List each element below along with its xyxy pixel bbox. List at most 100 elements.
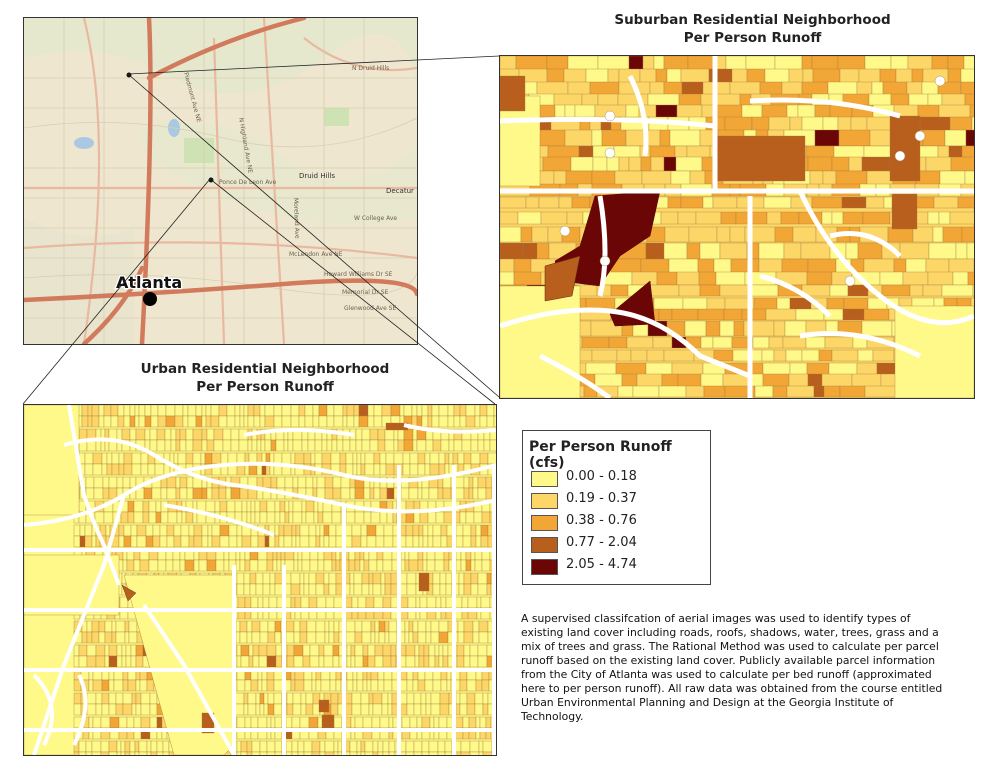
parcel [246,620,253,633]
parcel [881,284,911,297]
parcel [723,308,743,321]
parcel [175,428,181,441]
parcel [370,631,376,644]
parcel [319,740,326,753]
map-label-ponce: Ponce De Leon Ave [219,179,277,186]
parcel [455,559,462,572]
parcel [463,487,470,500]
parcel [326,439,333,452]
parcel [305,692,314,705]
parcel [259,415,266,428]
parcel [712,196,738,209]
parcel [429,452,440,465]
parcel [466,679,477,692]
parcel [251,751,261,755]
parcel [482,703,489,716]
parcel [168,751,176,755]
parcel [465,405,476,417]
suburban-location-dot[interactable] [126,72,132,78]
parcel [93,476,104,489]
parcel [475,679,483,692]
parcel [439,703,450,716]
parcel [342,415,348,428]
parcel [345,620,356,633]
parcel [417,452,426,465]
parcel [463,476,470,489]
parcel [475,524,482,537]
parcel [838,129,871,147]
parcel [222,439,232,452]
parcel [416,716,423,729]
parcel [307,439,316,452]
parcel [250,511,256,524]
atlanta-city-marker[interactable] [143,292,157,306]
parcel [257,535,266,548]
urban-location-dot[interactable] [208,177,214,183]
parcel [438,463,446,476]
base-map[interactable]: Druid Hills Decatur N Druid Hills McLend… [23,17,418,345]
parcel [428,487,439,500]
parcel [122,559,128,572]
road [403,423,496,434]
parcel [414,655,420,668]
parcel [322,511,333,524]
parcel [963,56,974,71]
parcel [330,692,339,705]
parcel [206,487,213,500]
parcel [299,572,305,585]
parcel [118,535,125,548]
parcel [419,596,428,609]
parcel [360,751,366,755]
parcel [146,751,152,755]
parcel [373,452,381,465]
parcel [829,284,849,297]
parcel [720,211,737,225]
parcel [182,405,189,417]
parcel [266,511,276,524]
legend-label: 0.19 - 0.37 [566,491,637,506]
parcel [315,620,326,633]
parcel [472,487,479,500]
parcel [785,349,803,362]
parcel [195,415,203,428]
parcel [660,211,679,225]
parcel [902,271,929,286]
parcel [764,68,790,84]
parcel [405,751,415,755]
parcel [404,559,410,572]
parcel [333,620,340,633]
parcel [412,439,418,452]
parcel [259,740,268,753]
parcel [424,452,431,465]
parcel [479,415,488,428]
suburban-map[interactable] [499,55,975,399]
parcel [374,620,380,633]
parcel [372,692,383,705]
parcel [133,511,144,524]
parcel [447,405,455,417]
parcel [302,644,311,657]
parcel [95,703,103,716]
urban-map[interactable] [23,404,497,756]
parcel [340,476,351,489]
parcel [461,439,472,452]
parcel [413,703,422,716]
parcel [354,620,363,633]
parcel [960,68,974,84]
parcel [103,405,112,417]
parcel [478,740,484,753]
parcel [207,535,213,548]
parcel [129,751,136,755]
parcel [157,405,167,417]
parcel [403,405,413,417]
parcel [92,716,102,729]
parcel [459,405,467,417]
parcel [695,211,722,225]
parcel [459,692,468,705]
parcel [368,572,374,585]
parcel [301,511,307,524]
parcel [645,242,665,260]
parcel [157,559,167,572]
parcel [257,596,264,609]
parcel [122,703,133,716]
